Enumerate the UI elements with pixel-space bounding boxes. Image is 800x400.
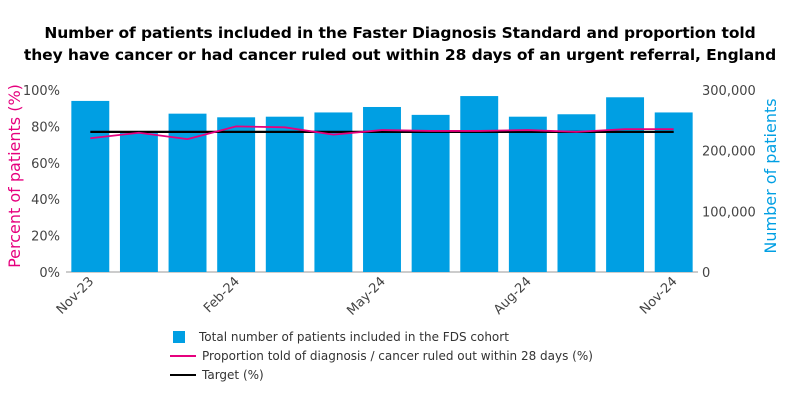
- left-tick-label: 0%: [39, 266, 60, 281]
- left-tick-label: 80%: [31, 120, 60, 135]
- x-tick-label: Feb-24: [201, 274, 243, 316]
- legend: Total number of patients included in the…: [170, 327, 593, 384]
- left-tick-label: 60%: [31, 157, 60, 172]
- legend-swatch-bars: [173, 330, 185, 343]
- legend-label-proportion: Proportion told of diagnosis / cancer ru…: [202, 348, 593, 363]
- right-axis: 0 100,000 200,000 300,000: [702, 84, 756, 281]
- bar-Jun-24: [411, 114, 450, 272]
- proportion-line: [90, 125, 674, 141]
- bar-Jan-24: [168, 113, 207, 272]
- legend-swatch-proportion: [170, 354, 196, 357]
- left-tick-label: 100%: [23, 84, 60, 99]
- right-axis-label: Number of patients: [761, 98, 780, 253]
- chart-title-line-2: they have cancer or had cancer ruled out…: [23, 46, 777, 64]
- right-tick-label: 100,000: [702, 205, 756, 220]
- bar-May-24: [363, 106, 401, 272]
- chart-title-line-1: Number of patients included in the Faste…: [44, 24, 756, 42]
- x-tick-label: Aug-24: [491, 274, 535, 318]
- bar-Jul-24: [460, 96, 499, 272]
- legend-item-bars: Total number of patients included in the…: [170, 327, 593, 346]
- right-tick-label: 0: [702, 266, 710, 281]
- bar-group: [71, 96, 693, 273]
- bar-Apr-24: [314, 112, 353, 273]
- bar-Aug-24: [508, 116, 547, 273]
- legend-item-target: Target (%): [170, 365, 593, 384]
- left-axis-label: Percent of patients (%): [5, 84, 24, 268]
- x-axis: Nov-23 Feb-24 May-24 Aug-24 Nov-24: [54, 274, 681, 318]
- legend-label-target: Target (%): [202, 367, 264, 382]
- legend-swatch-target: [170, 373, 196, 376]
- left-tick-label: 20%: [31, 230, 60, 245]
- bar-Nov-24: [654, 112, 693, 273]
- x-tick-label: May-24: [344, 274, 388, 318]
- bar-Mar-24: [265, 116, 304, 273]
- line-group: [90, 125, 674, 141]
- right-tick-label: 300,000: [702, 84, 756, 99]
- x-tick-label: Nov-24: [637, 274, 680, 317]
- legend-label-bars: Total number of patients included in the…: [199, 329, 509, 344]
- bar-Dec-23: [119, 133, 158, 272]
- left-tick-label: 40%: [31, 193, 60, 208]
- x-tick-label: Nov-23: [54, 274, 97, 317]
- bar-Feb-24: [217, 117, 256, 272]
- chart-title: Number of patients included in the Faste…: [0, 22, 800, 66]
- right-tick-label: 200,000: [702, 145, 756, 160]
- bar-Sep-24: [557, 114, 596, 273]
- bar-Nov-23: [71, 100, 110, 272]
- bar-Oct-24: [606, 97, 645, 272]
- left-axis: 0% 20% 40% 60% 80% 100%: [23, 84, 60, 281]
- legend-item-proportion: Proportion told of diagnosis / cancer ru…: [170, 346, 593, 365]
